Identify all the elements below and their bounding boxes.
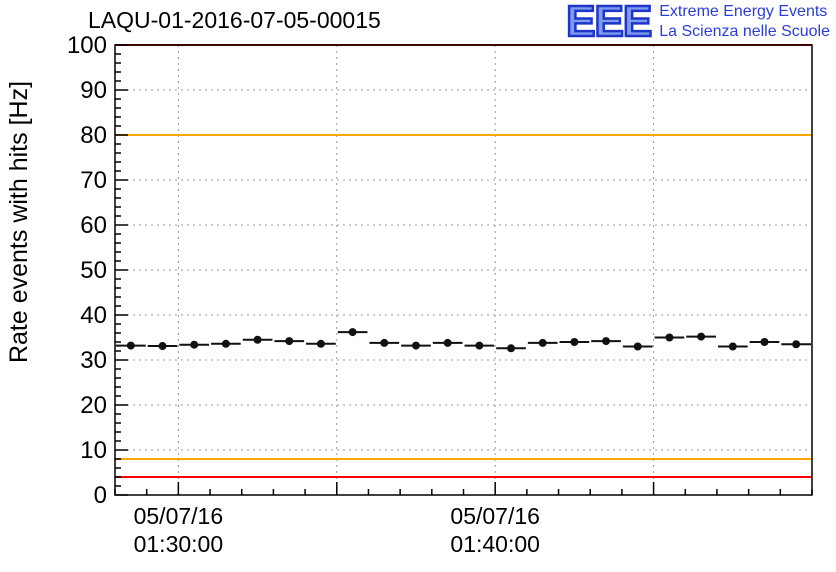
threshold-lines bbox=[115, 44, 812, 478]
data-point bbox=[697, 332, 706, 341]
svg-text:50: 50 bbox=[80, 257, 107, 284]
svg-text:90: 90 bbox=[80, 77, 107, 104]
y-axis-title: Rate events with hits [Hz] bbox=[5, 81, 33, 363]
eee-logo-taglines: Extreme Energy Events La Scienza nelle S… bbox=[659, 2, 830, 42]
svg-text:40: 40 bbox=[80, 302, 107, 329]
data-point bbox=[285, 337, 294, 346]
data-point bbox=[380, 338, 389, 347]
data-point bbox=[316, 339, 325, 348]
svg-text:10: 10 bbox=[80, 437, 107, 464]
svg-text:70: 70 bbox=[80, 167, 107, 194]
svg-text:05/07/16: 05/07/16 bbox=[450, 503, 540, 529]
data-point bbox=[538, 338, 547, 347]
data-point bbox=[348, 328, 357, 337]
data-point bbox=[792, 340, 801, 349]
svg-text:05/07/16: 05/07/16 bbox=[134, 503, 224, 529]
svg-text:0: 0 bbox=[94, 482, 107, 509]
gridlines bbox=[115, 45, 812, 495]
data-point bbox=[190, 340, 199, 349]
y-axis: 0 10 20 30 40 50 60 70 80 90 100 bbox=[67, 32, 128, 509]
data-point bbox=[760, 338, 769, 346]
chart-title: LAQU-01-2016-07-05-00015 bbox=[88, 7, 381, 33]
data-series bbox=[116, 328, 811, 353]
data-point bbox=[126, 341, 135, 350]
data-point bbox=[158, 342, 167, 351]
eee-tagline-2: La Scienza nelle Scuole bbox=[659, 23, 830, 40]
data-point bbox=[633, 342, 642, 351]
data-point bbox=[475, 341, 484, 350]
svg-text:80: 80 bbox=[80, 122, 107, 149]
svg-text:30: 30 bbox=[80, 347, 107, 374]
svg-text:01:30:00: 01:30:00 bbox=[134, 531, 224, 557]
data-point bbox=[443, 338, 452, 347]
eee-tagline-1: Extreme Energy Events bbox=[659, 3, 828, 20]
data-point bbox=[602, 337, 611, 346]
data-point bbox=[507, 344, 516, 353]
data-point bbox=[665, 333, 674, 342]
svg-text:01:40:00: 01:40:00 bbox=[450, 531, 540, 557]
eee-logo: EEE Extreme Energy Events La Scienza nel… bbox=[565, 0, 830, 47]
data-point bbox=[728, 342, 737, 351]
data-point bbox=[253, 335, 262, 344]
svg-text:20: 20 bbox=[80, 392, 107, 419]
data-point bbox=[411, 341, 420, 350]
eee-logo-text: EEE bbox=[565, 0, 654, 47]
svg-text:100: 100 bbox=[67, 32, 107, 59]
data-point bbox=[570, 338, 579, 346]
data-point bbox=[221, 339, 230, 348]
svg-text:60: 60 bbox=[80, 212, 107, 239]
